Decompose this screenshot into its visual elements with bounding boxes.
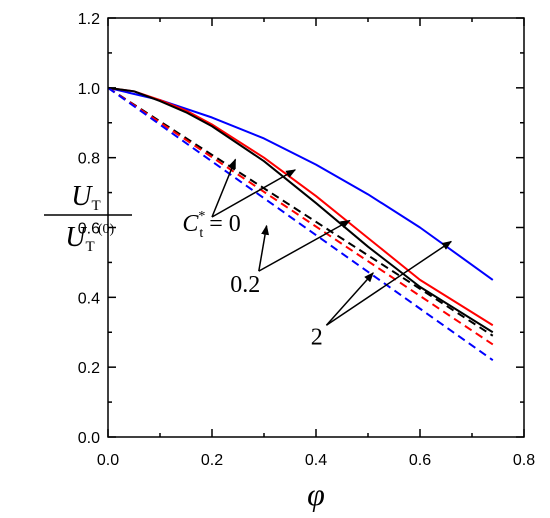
annotation-arrow-3-1: [325, 272, 374, 326]
y-axis-label-numerator: UT: [71, 181, 100, 214]
series-line-2: [107, 86, 494, 327]
annotation-label-3: 2: [311, 324, 323, 350]
x-tick-label: 0.4: [305, 452, 327, 469]
annotation-label-1: C* t = 0: [182, 209, 240, 241]
y-tick-label: 0.8: [78, 151, 100, 168]
y-tick-label: 0.0: [78, 430, 100, 447]
annotation-layer: C* t = 0 0.2 2: [182, 158, 453, 350]
annotation-arrow-2-2: [258, 219, 351, 272]
series-line-6: [107, 87, 494, 361]
x-axis-label: φ: [307, 476, 325, 512]
x-tick-label: 0.6: [409, 452, 431, 469]
series-layer: [107, 86, 494, 361]
annotation-arrow-2-1: [258, 224, 270, 272]
annotation-arrow-1-1: [211, 158, 237, 218]
y-tick-label: 1.2: [78, 11, 100, 28]
y-tick-label: 0.2: [78, 360, 100, 377]
tick-layer: 0.0 0.2 0.4 0.6 0.8 0.0 0.2 0.4 0.6 0.8 1.0 1.2: [78, 11, 535, 469]
annotation-label-2: 0.2: [230, 272, 260, 298]
y-tick-label: 0.6: [78, 221, 100, 238]
series-line-4: [107, 86, 494, 337]
y-tick-label: 0.4: [78, 290, 100, 307]
y-axis-label-denominator-sup: (0): [98, 222, 115, 237]
y-axis-label: UT UT (0): [44, 181, 132, 255]
x-tick-label: 0.8: [513, 452, 535, 469]
annotation-arrow-1-2: [211, 169, 297, 218]
series-line-3: [107, 86, 494, 334]
y-axis-label-denominator: UT: [65, 222, 94, 255]
x-tick-label: 0.2: [201, 452, 223, 469]
series-line-5: [107, 86, 494, 346]
x-tick-label: 0.0: [97, 452, 119, 469]
annotation-arrow-3-2: [325, 240, 453, 326]
y-tick-label: 1.0: [78, 81, 100, 98]
